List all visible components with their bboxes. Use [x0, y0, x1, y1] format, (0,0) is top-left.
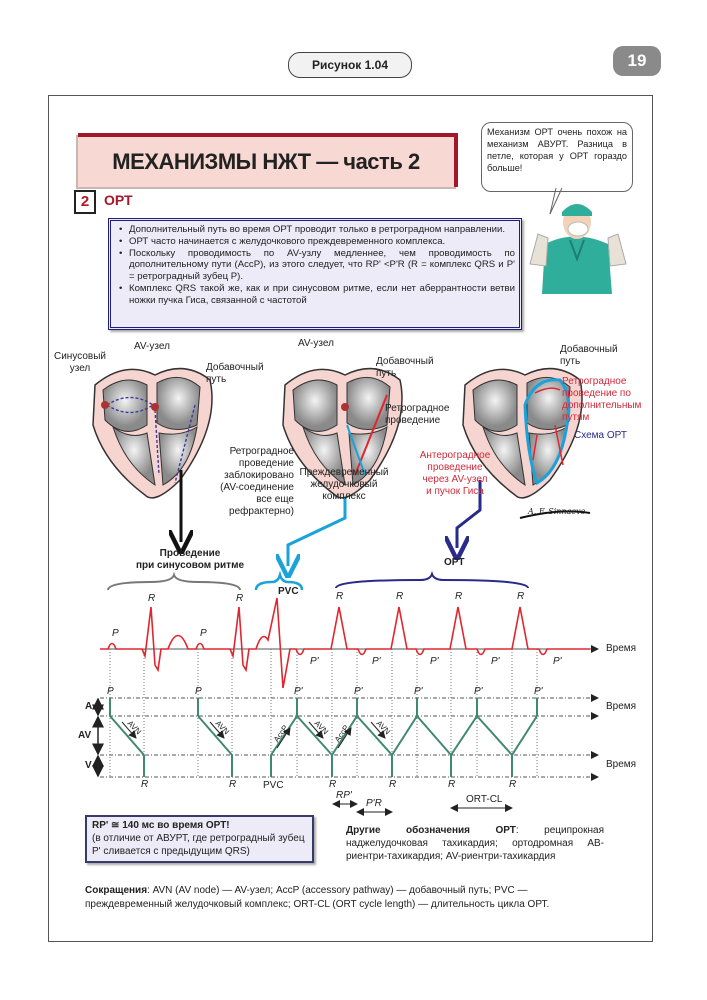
- speech-bubble: Механизм ОРТ очень похож на механизм АВУ…: [481, 122, 633, 192]
- abbreviations-heading: Сокращения: [85, 885, 148, 896]
- interval-rp-label: RP': [336, 790, 352, 801]
- time-axis-label: Время: [606, 643, 637, 654]
- ladder-label-pvc: PVC: [263, 780, 284, 791]
- ladder-r-label: R: [389, 779, 397, 790]
- label-accessory-pathway: Добавочный путь: [376, 356, 434, 379]
- heart-ort: [462, 367, 583, 499]
- hearts-diagram: [92, 367, 591, 590]
- label-pvc: Преждевременный желудочковый комплекс: [299, 467, 389, 502]
- label-accessory-pathway: Добавочный путь: [206, 362, 264, 385]
- ecg-p-prime-label: P': [372, 656, 381, 667]
- ort-arrow: [457, 480, 482, 548]
- ladder-p-prime-label: P': [414, 686, 423, 697]
- abbreviations: Сокращения: AVN (AV node) — AV-узел; Acc…: [85, 884, 615, 912]
- abbreviations-text: : AVN (AV node) — AV-узел; AccP (accesso…: [85, 885, 550, 910]
- time-axis-label: Время: [606, 701, 637, 712]
- ladder-p-prime-label: P': [354, 686, 363, 697]
- heart-sinus: [92, 367, 213, 499]
- ecg-r-label: R: [336, 591, 344, 602]
- ladder-p-label: P: [107, 686, 114, 697]
- label-retrograde: Ретроградное проведение: [385, 403, 450, 426]
- ladder-label-a: A: [85, 701, 93, 712]
- ladder-label-av: AV: [78, 730, 92, 741]
- heart-pvc: [282, 367, 403, 499]
- ladder-r-label: R: [329, 779, 337, 790]
- bullet-item: ОРТ часто начинается с желудочкового пре…: [119, 236, 515, 248]
- key-points-box: Дополнительный путь во время ОРТ проводи…: [108, 218, 522, 330]
- other-names-text: : реципрокная наджелудочковая тахикардия…: [346, 825, 604, 862]
- label-av-node: AV-узел: [298, 338, 334, 349]
- ladder-p-prime-label: P': [474, 686, 483, 697]
- rp-note-box: RP' ≅ 140 мс во время ОРТ! (в отличие от…: [85, 815, 314, 863]
- interval-pr-label: P'R: [366, 798, 382, 809]
- ecg-r-label: R: [455, 591, 463, 602]
- page-number: 19: [613, 46, 661, 76]
- ladder-r-label: R: [141, 779, 149, 790]
- interval-ort-cl-label: ORT-CL: [466, 794, 503, 805]
- ecg-p-prime-label: P': [553, 656, 562, 667]
- section-title: ОРТ: [104, 192, 133, 208]
- pvc-arrow: [288, 498, 347, 566]
- other-names-heading: Другие обозначения ОРТ: [346, 825, 516, 836]
- label-ort: ОРТ: [444, 557, 465, 568]
- figure-frame: [48, 95, 653, 942]
- bullet-item: Комплекс QRS такой же, как и при синусов…: [119, 283, 515, 307]
- label-pvc: PVC: [278, 586, 299, 597]
- page-title: МЕХАНИЗМЫ НЖТ — часть 2: [78, 133, 458, 187]
- label-accessory-pathway: Добавочный путь: [560, 344, 618, 367]
- bullet-item: Поскольку проводимость по AV-узлу медлен…: [119, 248, 515, 283]
- ladder-r-label: R: [509, 779, 517, 790]
- ladder-r-label: R: [229, 779, 237, 790]
- ecg-r-label: R: [517, 591, 525, 602]
- ladder-r-label: R: [448, 779, 456, 790]
- ladder-p-prime-label: P': [534, 686, 543, 697]
- signature: A. F. Sinnaeve: [528, 507, 586, 516]
- ecg-r-label: R: [396, 591, 404, 602]
- label-sinus-conduction: Проведение при синусовом ритме: [135, 548, 245, 571]
- ladder-p-prime-label: P': [294, 686, 303, 697]
- time-axis-label: Время: [606, 759, 637, 770]
- ecg-p-prime-label: P': [491, 656, 500, 667]
- ecg-p-prime-label: P': [430, 656, 439, 667]
- section-number-icon: 2: [74, 190, 96, 214]
- bullet-item: Дополнительный путь во время ОРТ проводи…: [119, 224, 515, 236]
- ecg-p-label: P: [200, 628, 207, 639]
- figure-label: Рисунок 1.04: [288, 52, 412, 78]
- ladder-label-v: V: [85, 760, 92, 771]
- label-retrograde-blocked: Ретроградное проведение заблокировано (A…: [220, 446, 294, 517]
- ecg-r-label: R: [148, 593, 156, 604]
- label-retrograde-accessory: Ретроградное проведение по дополнительны…: [562, 376, 642, 423]
- ladder-p-label: P: [195, 686, 202, 697]
- ecg-p-label: P: [112, 628, 119, 639]
- label-anterograde: Антероградное проведение через AV-узел и…: [419, 450, 491, 497]
- ecg-r-label: R: [236, 593, 244, 604]
- ecg-p-prime-label: P': [310, 656, 319, 667]
- note-text: (в отличие от АВУРТ, где ретроградный зу…: [92, 833, 305, 857]
- label-av-node: AV-узел: [134, 341, 170, 352]
- label-sinus-node: Синусовый узел: [54, 351, 106, 374]
- label-ort-scheme: Схема ОРТ: [574, 430, 627, 441]
- note-heading: RP' ≅ 140 мс во время ОРТ!: [92, 820, 230, 831]
- doctor-illustration: [529, 187, 627, 294]
- other-names: Другие обозначения ОРТ: реципрокная надж…: [346, 824, 604, 863]
